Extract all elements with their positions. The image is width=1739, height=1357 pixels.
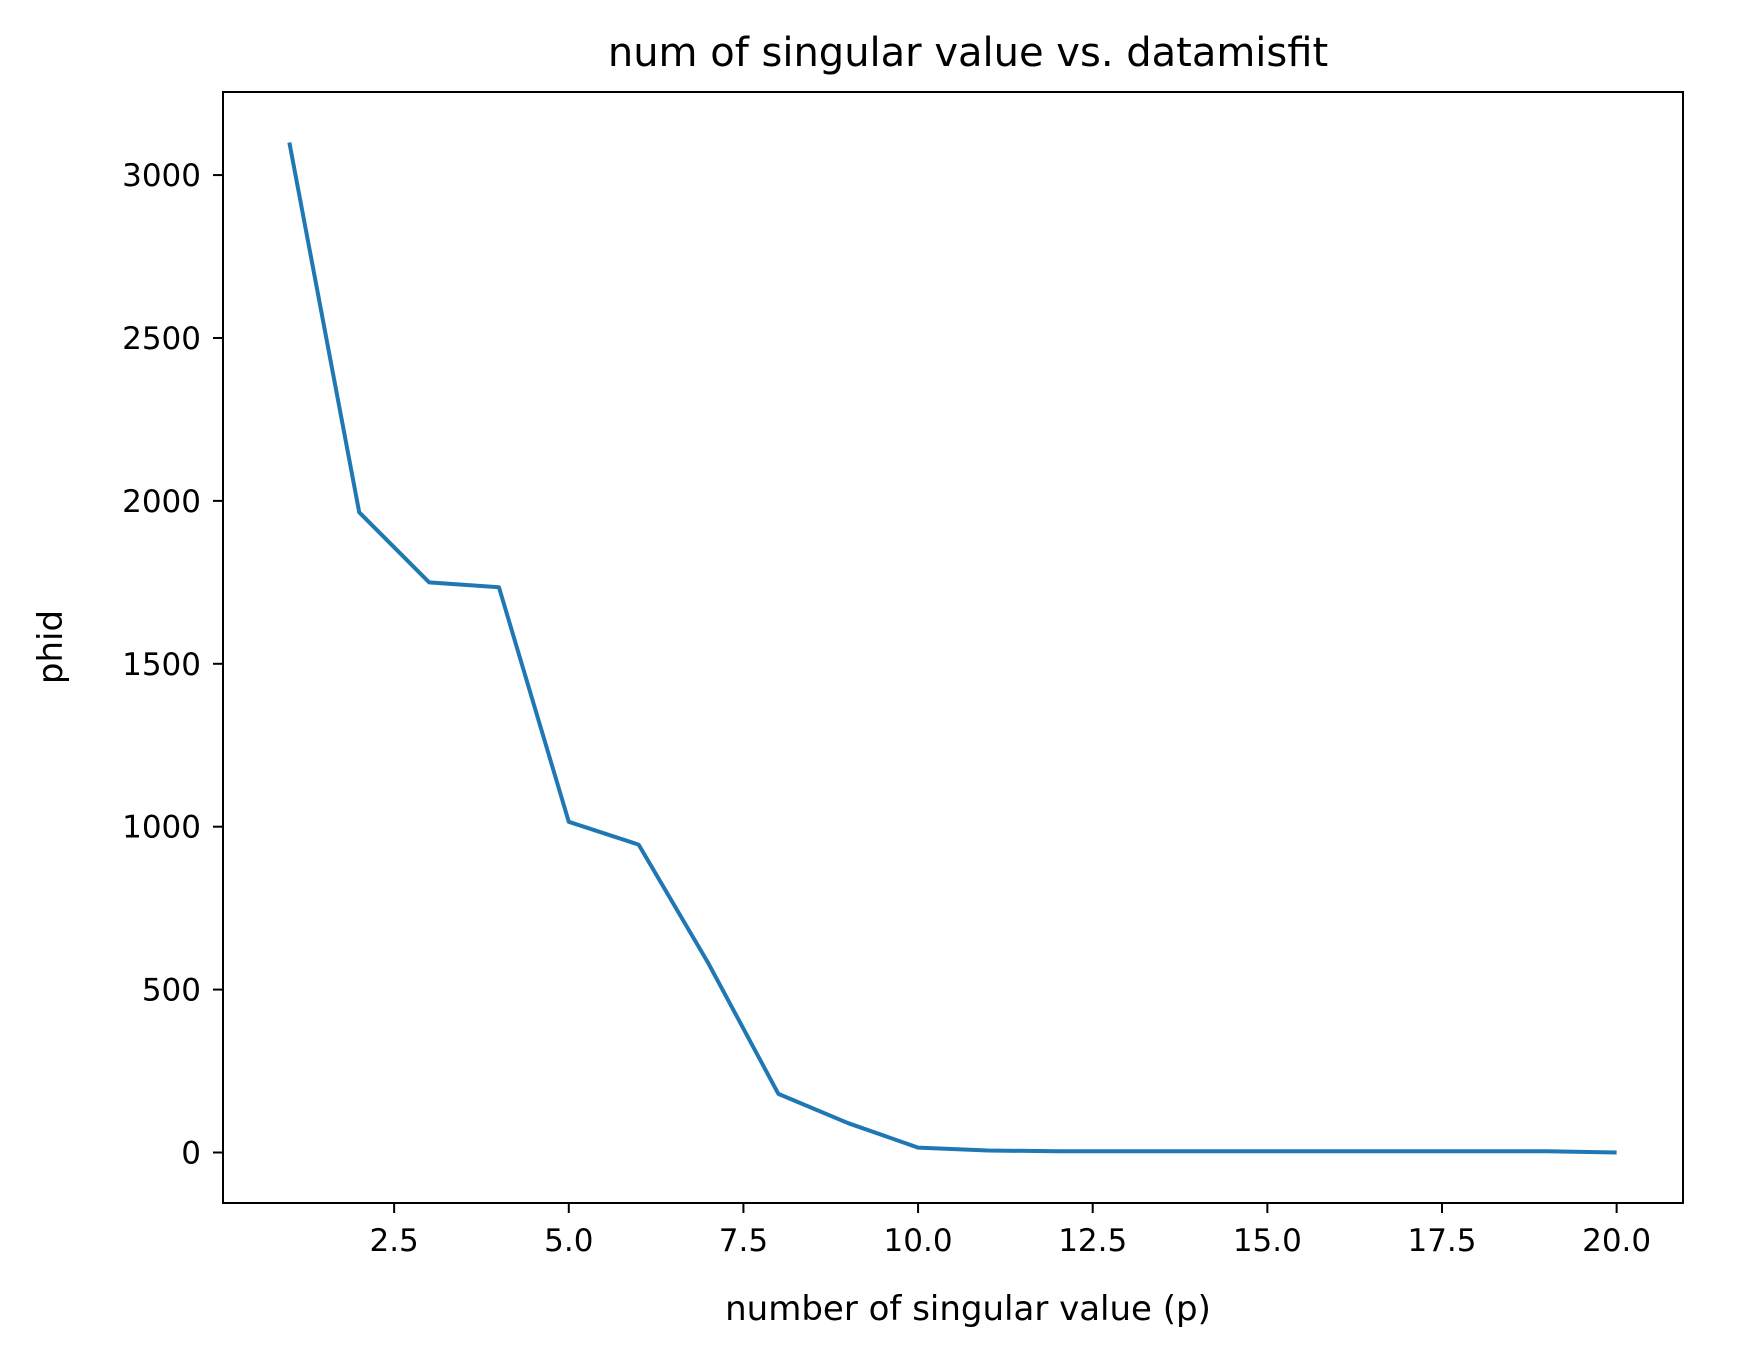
y-tick-label: 0 [181, 1136, 201, 1172]
x-tick-label: 15.0 [1233, 1223, 1302, 1259]
x-tick-label: 2.5 [369, 1223, 418, 1259]
series-layer [287, 142, 1617, 1155]
x-tick-label: 7.5 [719, 1223, 768, 1259]
y-tick-label: 500 [142, 973, 201, 1009]
y-tick-label: 2500 [122, 321, 201, 357]
data-series-line [287, 142, 1617, 1155]
x-tick-label: 5.0 [544, 1223, 593, 1259]
y-axis-title: phid [31, 610, 71, 684]
y-tick-label: 1500 [122, 647, 201, 683]
ticks-layer: 2.5 5.0 7.5 10.0 12.5 15.0 17.5 20.0 0 500 1000 150… [122, 158, 1651, 1259]
x-tick-label: 10.0 [884, 1223, 953, 1259]
y-tick-label: 3000 [122, 158, 201, 194]
x-tick-label: 12.5 [1058, 1223, 1127, 1259]
x-axis-title: number of singular value (p) [725, 1289, 1211, 1329]
x-tick-label: 20.0 [1582, 1223, 1651, 1259]
x-tick-label: 17.5 [1407, 1223, 1476, 1259]
y-tick-label: 1000 [122, 810, 201, 846]
plot-area-frame [222, 91, 1684, 1204]
chart-title: num of singular value vs. datamisfit [608, 30, 1328, 76]
y-tick-label: 2000 [122, 484, 201, 520]
